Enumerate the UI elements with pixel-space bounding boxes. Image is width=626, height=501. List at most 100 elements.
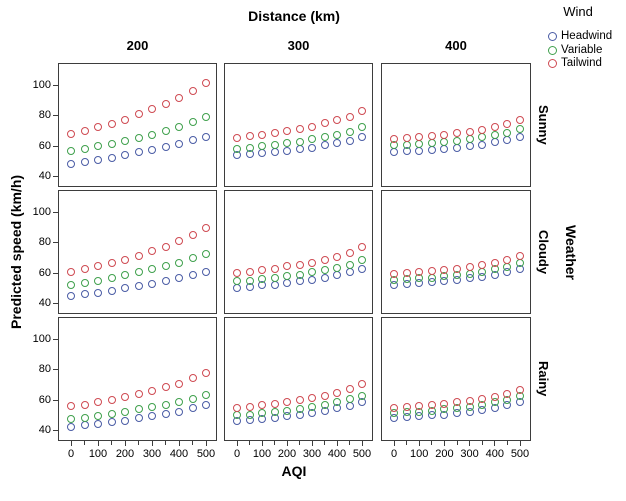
data-point-variable	[67, 280, 75, 289]
data-point-headwind	[188, 271, 197, 280]
legend-label: Tailwind	[561, 57, 602, 69]
data-point-headwind	[134, 282, 143, 291]
data-point-variable	[308, 268, 316, 277]
legend-label: Headwind	[561, 30, 613, 42]
data-point-tailwind	[245, 132, 254, 141]
x-tick	[418, 441, 420, 446]
y-tick-label: 40	[38, 296, 51, 309]
data-point-tailwind	[390, 134, 398, 143]
data-point-tailwind	[453, 264, 461, 273]
data-point-tailwind	[478, 395, 487, 404]
data-point-headwind	[503, 136, 512, 145]
data-point-headwind	[107, 153, 116, 162]
y-tick-label: 40	[38, 423, 51, 436]
data-point-headwind	[121, 416, 129, 425]
data-point-headwind	[80, 290, 89, 299]
data-point-tailwind	[478, 260, 487, 269]
data-point-tailwind	[333, 388, 341, 397]
data-point-variable	[270, 273, 279, 282]
data-point-tailwind	[202, 223, 210, 232]
y-tick-label: 60	[38, 393, 51, 406]
data-point-variable	[121, 407, 129, 416]
data-point-variable	[320, 400, 329, 409]
data-point-variable	[258, 142, 266, 151]
data-point-headwind	[270, 148, 279, 157]
y-tick-label: 100	[32, 79, 51, 92]
variable-marker-icon	[548, 45, 557, 55]
y-tick-label: 60	[38, 139, 51, 152]
data-point-headwind	[80, 158, 89, 167]
data-point-tailwind	[308, 122, 316, 131]
data-point-variable	[490, 130, 499, 139]
x-tick	[443, 441, 445, 446]
data-point-variable	[283, 139, 291, 148]
data-point-tailwind	[283, 262, 291, 271]
data-point-headwind	[308, 143, 316, 152]
y-tick-label: 80	[38, 109, 51, 122]
x-tick	[205, 441, 207, 446]
x-tick-label: 0	[390, 448, 398, 460]
data-point-headwind	[345, 402, 354, 411]
y-tick	[53, 272, 58, 274]
data-point-headwind	[283, 279, 291, 287]
data-point-variable	[402, 140, 411, 149]
data-point-tailwind	[94, 398, 102, 407]
data-point-tailwind	[67, 130, 75, 139]
data-point-tailwind	[233, 269, 241, 278]
data-point-tailwind	[453, 129, 461, 138]
legend-label: Variable	[561, 43, 603, 56]
data-point-headwind	[175, 139, 183, 148]
data-point-tailwind	[402, 402, 411, 411]
x-tick	[519, 441, 521, 446]
x-tick-label: 200	[277, 448, 297, 460]
data-point-variable	[320, 133, 329, 142]
data-point-tailwind	[295, 124, 304, 133]
data-point-variable	[134, 405, 143, 414]
data-point-tailwind	[490, 123, 499, 132]
data-point-headwind	[320, 141, 329, 150]
y-tick-label: 80	[38, 236, 51, 249]
data-point-variable	[320, 266, 329, 275]
x-tick-label: 500	[352, 448, 372, 460]
data-point-tailwind	[161, 99, 170, 108]
y-tick	[53, 302, 58, 304]
x-tick-label: 300	[142, 448, 162, 460]
x-tick	[236, 441, 238, 446]
data-point-variable	[283, 272, 291, 281]
data-point-tailwind	[465, 127, 474, 136]
y-tick	[53, 212, 58, 214]
data-point-tailwind	[134, 251, 143, 260]
data-point-tailwind	[415, 133, 424, 142]
data-point-headwind	[67, 159, 75, 168]
x-tick	[261, 441, 263, 446]
data-point-headwind	[358, 264, 366, 273]
data-point-variable	[503, 263, 512, 272]
data-point-headwind	[94, 419, 102, 428]
x-tick	[70, 441, 72, 446]
data-point-tailwind	[67, 402, 75, 411]
data-point-headwind	[283, 146, 291, 155]
data-point-headwind	[490, 138, 499, 147]
data-point-headwind	[516, 133, 524, 142]
x-tick-label: 500	[510, 448, 530, 460]
data-point-tailwind	[333, 252, 341, 261]
data-point-tailwind	[107, 120, 116, 129]
data-point-variable	[295, 270, 304, 279]
data-point-variable	[245, 410, 254, 419]
data-point-headwind	[175, 274, 183, 283]
data-point-variable	[80, 413, 89, 422]
x-tick	[494, 441, 496, 446]
facet-row-label-sunny: Sunny	[536, 105, 551, 145]
data-point-tailwind	[427, 266, 436, 275]
data-point-tailwind	[333, 116, 341, 125]
y-tick	[53, 145, 58, 147]
headwind-marker-icon	[548, 32, 557, 41]
data-point-tailwind	[503, 390, 512, 399]
data-point-headwind	[94, 155, 102, 164]
data-point-variable	[283, 406, 291, 415]
y-tick-label: 100	[32, 206, 51, 219]
x-tick-label: 300	[302, 448, 322, 460]
data-point-variable	[427, 139, 436, 148]
y-tick	[53, 339, 58, 341]
data-point-tailwind	[358, 242, 366, 251]
